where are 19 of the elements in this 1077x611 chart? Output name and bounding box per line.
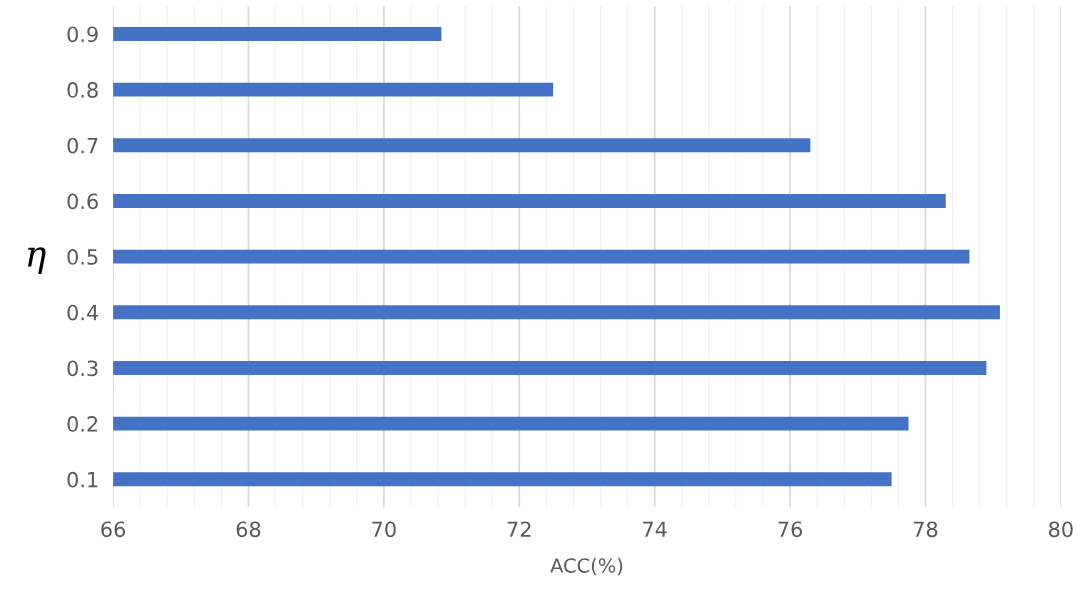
x-tick-label: 66: [101, 521, 126, 538]
x-tick-label: 70: [372, 521, 396, 538]
x-tick-label: 76: [778, 521, 802, 538]
y-tick-label: 0.5: [67, 249, 98, 265]
y-tick-label: 0.2: [67, 416, 98, 432]
y-tick-label: 0.9: [67, 26, 98, 43]
x-axis-title: ACC(%): [550, 557, 623, 576]
y-axis-title: η: [27, 247, 46, 275]
x-tick-label: 68: [236, 521, 261, 538]
y-tick-label: 0.7: [67, 137, 98, 154]
x-tick-label: 80: [1049, 521, 1073, 538]
x-tick-label: 78: [913, 521, 938, 538]
x-tick-label: 72: [507, 521, 531, 537]
y-tick-label: 0.4: [67, 304, 99, 321]
x-tick-label: 74: [643, 521, 667, 537]
y-tick-label: 0.3: [67, 360, 98, 377]
y-tick-label: 0.6: [67, 193, 98, 210]
y-tick-label: 0.1: [67, 471, 98, 488]
y-tick-label: 0.8: [67, 82, 98, 98]
